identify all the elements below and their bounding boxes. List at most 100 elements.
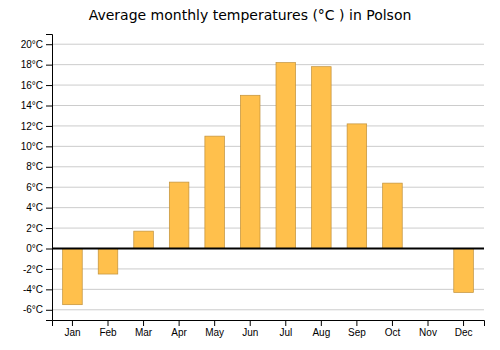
grid-line-zero — [52, 248, 484, 249]
x-tick-mark — [428, 320, 429, 326]
y-tick-label: 16°C — [21, 80, 43, 91]
x-tick-mark — [72, 320, 73, 326]
x-tick-mark — [108, 320, 109, 326]
grid-line — [52, 64, 484, 65]
x-tick-mark — [285, 320, 286, 326]
y-tick-mark — [46, 85, 52, 86]
y-tick-label: 20°C — [21, 39, 43, 50]
y-tick-mark — [46, 228, 52, 229]
bar — [240, 95, 260, 248]
y-tick-label: 10°C — [21, 141, 43, 152]
y-tick: 12°C — [21, 121, 52, 132]
y-tick-label: -6°C — [23, 304, 43, 315]
x-tick-label: Jul — [279, 327, 292, 338]
x-tick: Feb — [99, 320, 117, 338]
bar — [134, 231, 154, 248]
x-tick-mark — [250, 320, 251, 326]
y-tick-mark — [46, 167, 52, 168]
bar — [205, 136, 225, 248]
grid-line — [52, 289, 484, 290]
x-tick-mark — [356, 320, 357, 326]
x-tick: Apr — [171, 320, 187, 338]
bar — [312, 67, 332, 249]
y-tick-mark — [46, 106, 52, 107]
plot: -6°C -4°C -2°C 0°C 2°C 4°C 6°C 8°C 10°C 12°C 14°C 1… — [21, 35, 485, 339]
bar — [98, 249, 118, 275]
title: Average monthly temperatures (°C ) in Po… — [89, 7, 412, 23]
bar — [454, 249, 474, 293]
x-tick: Dec — [455, 320, 473, 338]
y-tick-mark — [46, 65, 52, 66]
y-tick: 4°C — [26, 202, 52, 213]
x-tick: Sep — [348, 320, 366, 338]
grid-line — [52, 85, 484, 86]
bar — [383, 183, 403, 248]
x-tick-label: Apr — [171, 327, 187, 338]
x-tick-label: Oct — [385, 327, 401, 338]
y-tick-label: -4°C — [23, 284, 43, 295]
y-tick: 0°C — [26, 243, 52, 254]
x-tick: Aug — [312, 320, 330, 338]
y-tick-label: 2°C — [26, 223, 43, 234]
y-axis-line — [46, 35, 53, 321]
y-tick-label: 12°C — [21, 121, 43, 132]
y-tick-mark — [46, 44, 52, 45]
bar — [276, 63, 296, 249]
x-tick-mark — [214, 320, 215, 326]
y-tick-mark — [46, 208, 52, 209]
y-tick: -6°C — [23, 304, 52, 315]
x-tick: Jul — [279, 320, 292, 338]
y-tick: 10°C — [21, 141, 52, 152]
y-tick-mark — [46, 269, 52, 270]
grid-line — [52, 146, 484, 147]
y-tick: -4°C — [23, 284, 52, 295]
x-tick-mark — [179, 320, 180, 326]
y-tick: 18°C — [21, 59, 52, 70]
y-tick-mark — [46, 249, 52, 250]
x-axis: JanFebMarAprMayJunJulAugSepOctNovDec — [53, 320, 485, 338]
grid-line — [52, 125, 484, 126]
x-tick-label: Mar — [135, 327, 153, 338]
y-tick-label: 8°C — [26, 161, 43, 172]
x-tick-mark — [463, 320, 464, 326]
x-tick-mark — [321, 320, 322, 326]
x-axis-line — [53, 321, 485, 327]
grid-line — [52, 228, 484, 229]
y-axis: -6°C -4°C -2°C 0°C 2°C 4°C 6°C 8°C 10°C 12°C 14°C 1… — [21, 35, 53, 321]
x-tick: May — [205, 320, 224, 338]
y-tick: 2°C — [26, 223, 52, 234]
y-tick-label: 4°C — [26, 202, 43, 213]
x-tick-mark — [392, 320, 393, 326]
y-tick: 8°C — [26, 161, 52, 172]
grid-line — [52, 44, 484, 45]
chart: Average monthly temperatures (°C ) in Po… — [0, 0, 500, 350]
bar — [63, 249, 83, 305]
x-tick: Nov — [419, 320, 437, 338]
bar — [169, 182, 189, 248]
x-tick-label: Dec — [455, 327, 473, 338]
x-tick: Oct — [385, 320, 401, 338]
x-tick: Jan — [64, 320, 80, 338]
grid — [52, 44, 484, 310]
y-tick: 16°C — [21, 80, 52, 91]
y-tick-label: 14°C — [21, 100, 43, 111]
grid-line — [52, 309, 484, 310]
grid-line — [52, 166, 484, 167]
y-tick: 14°C — [21, 100, 52, 111]
x-tick: Mar — [135, 320, 153, 338]
y-tick-label: 6°C — [26, 182, 43, 193]
x-tick-label: Jan — [64, 327, 80, 338]
grid-line — [52, 207, 484, 208]
bars — [63, 63, 474, 305]
y-tick-mark — [46, 187, 52, 188]
zero-line — [52, 248, 484, 250]
y-tick-label: -2°C — [23, 264, 43, 275]
x-tick-label: May — [205, 327, 224, 338]
x-tick-mark — [143, 320, 144, 326]
y-tick: 20°C — [21, 39, 52, 50]
y-tick-mark — [46, 126, 52, 127]
y-tick-mark — [46, 310, 52, 311]
x-tick-label: Feb — [99, 327, 117, 338]
grid-line — [52, 105, 484, 106]
x-tick-label: Nov — [419, 327, 437, 338]
